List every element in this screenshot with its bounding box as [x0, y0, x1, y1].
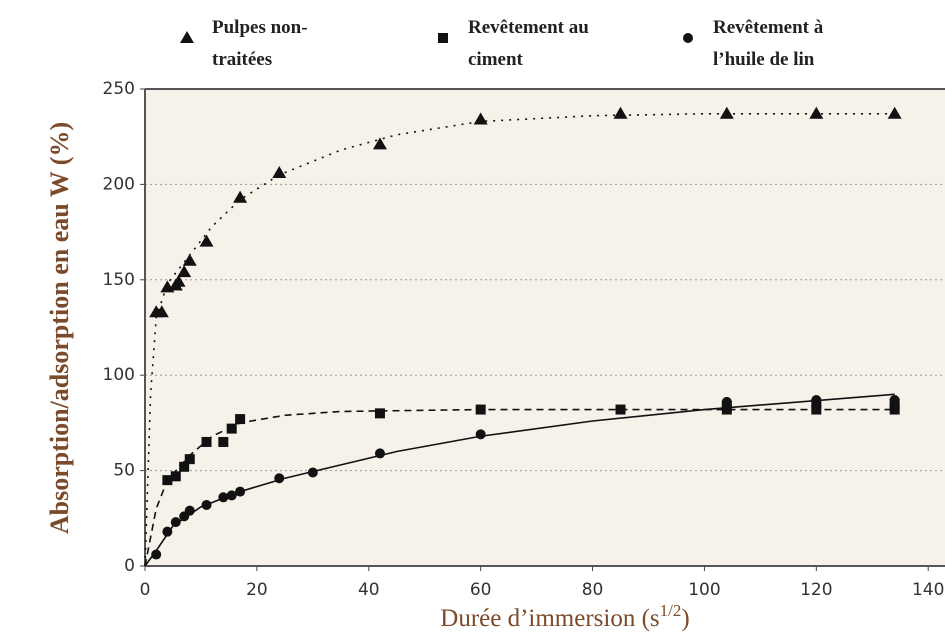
marker-square — [235, 414, 246, 425]
marker-triangle — [887, 106, 902, 119]
plot-area — [145, 89, 945, 566]
marker-triangle — [272, 165, 287, 178]
marker-square — [201, 436, 212, 447]
x-tick-label: 120 — [800, 580, 832, 600]
legend-label: Pulpes non-traitées — [212, 17, 308, 70]
marker-triangle — [171, 274, 186, 287]
y-tick-label: 50 — [113, 461, 135, 481]
marker-square — [162, 475, 173, 486]
marker-square — [374, 408, 385, 419]
marker-circle — [170, 517, 181, 528]
x-label-sup: 1/2 — [660, 601, 682, 620]
x-tick-label: 20 — [246, 580, 268, 600]
marker-square — [226, 423, 237, 434]
marker-circle — [226, 490, 237, 501]
marker-triangle — [613, 106, 628, 119]
legend-label: Revêtement à l’huile de lin — [713, 17, 824, 70]
marker-triangle — [154, 305, 169, 318]
marker-circle — [235, 486, 246, 497]
x-tick-label: 140 — [912, 580, 944, 600]
x-label-text: Durée d’immersion (s — [440, 605, 659, 632]
marker-circle — [184, 505, 195, 516]
x-axis-label: Durée d’immersion (s1/2) — [440, 601, 689, 632]
marker-circle — [721, 396, 732, 407]
marker-circle — [162, 526, 173, 537]
marker-square — [615, 404, 626, 415]
marker-square — [438, 33, 448, 43]
marker-square — [218, 436, 229, 447]
x-tick-label: 100 — [688, 580, 720, 600]
marker-square — [811, 404, 822, 415]
fit-line — [144, 113, 895, 567]
marker-triangle — [719, 106, 734, 119]
marker-circle — [201, 499, 212, 510]
marker-square — [889, 404, 900, 415]
marker-square — [475, 404, 486, 415]
x-tick-label: 80 — [582, 580, 604, 600]
y-tick-label: 0 — [124, 556, 135, 576]
marker-triangle — [177, 265, 192, 278]
y-tick-label: 100 — [103, 365, 135, 385]
marker-circle — [218, 492, 229, 503]
marker-circle — [811, 395, 822, 406]
y-tick-label: 150 — [103, 270, 135, 290]
y-tick-label: 250 — [103, 79, 135, 99]
marker-triangle — [199, 234, 214, 247]
marker-circle — [307, 467, 318, 478]
marker-triangle — [372, 137, 387, 150]
x-tick-label: 60 — [470, 580, 492, 600]
x-tick-label: 40 — [358, 580, 380, 600]
legend-label: Revêtement au ciment — [468, 17, 589, 70]
marker-triangle — [809, 106, 824, 119]
marker-square — [184, 454, 195, 465]
marker-triangle — [182, 253, 197, 266]
x-label-close: ) — [681, 605, 689, 632]
marker-triangle — [180, 31, 194, 43]
marker-circle — [151, 549, 162, 560]
marker-triangle — [473, 112, 488, 125]
marker-triangle — [233, 190, 248, 203]
y-axis-label: Absorption/adsorption en eau W (%) — [45, 121, 74, 535]
marker-circle — [274, 473, 285, 484]
x-tick-label: 0 — [140, 580, 151, 600]
marker-square — [179, 461, 190, 472]
marker-circle — [475, 429, 486, 440]
marker-circle — [683, 33, 693, 43]
y-tick-label: 200 — [103, 174, 135, 194]
marker-circle — [374, 448, 385, 459]
marker-circle — [889, 395, 900, 406]
marker-square — [170, 471, 181, 482]
